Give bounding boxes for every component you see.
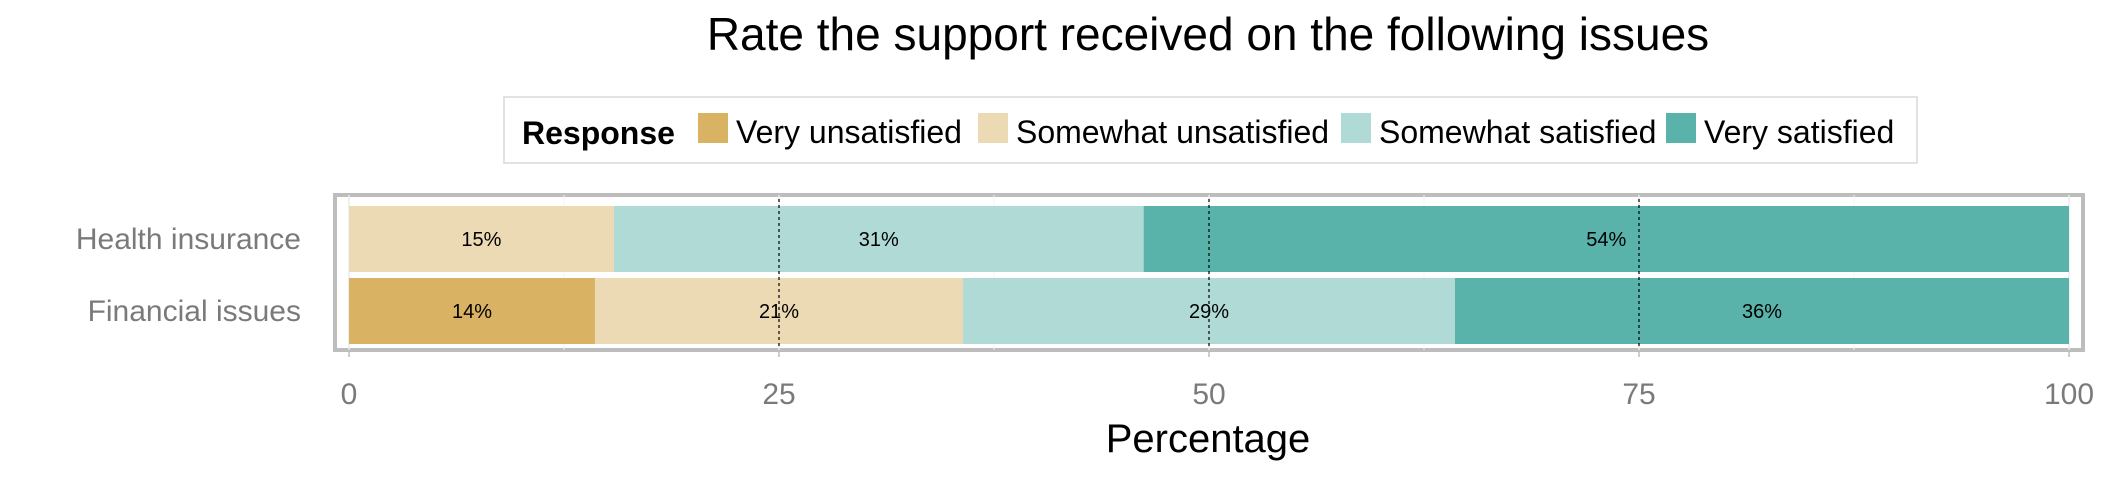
data-label: 14%: [452, 301, 492, 323]
x-tick-label: 25: [762, 378, 795, 411]
x-axis-title: Percentage: [1106, 417, 1311, 461]
legend-swatch: [1666, 113, 1696, 143]
plot-area: 15% 31% 54% Health insurance 14% 21% 29% 36% Fin…: [76, 193, 2085, 352]
legend-item-label: Somewhat unsatisfied: [1016, 114, 1329, 150]
legend-item-label: Very unsatisfied: [736, 114, 962, 150]
bar-segment: [349, 206, 614, 272]
bar-segment: [1454, 278, 2069, 344]
data-label: 36%: [1742, 301, 1782, 323]
data-label: 54%: [1586, 229, 1626, 251]
data-label: 21%: [759, 301, 799, 323]
category-label: Financial issues: [88, 295, 301, 328]
legend-swatch: [1341, 113, 1371, 143]
chart-title: Rate the support received on the followi…: [707, 8, 1709, 60]
legend-item-label: Somewhat satisfied: [1379, 114, 1656, 150]
x-tick-label: 0: [341, 378, 358, 411]
legend: Response Very unsatisfied Somewhat unsati…: [503, 96, 1918, 164]
legend-title: Response: [522, 115, 675, 151]
legend-swatch: [698, 113, 728, 143]
data-label: 31%: [859, 229, 899, 251]
legend-item-label: Very satisfied: [1704, 114, 1894, 150]
x-tick-label: 75: [1622, 378, 1655, 411]
bar-segment: [349, 278, 595, 344]
legend-swatch: [978, 113, 1008, 143]
data-label: 15%: [461, 229, 501, 251]
x-axis: 0 25 50 75 100: [341, 351, 2094, 411]
x-tick-label: 50: [1192, 378, 1225, 411]
bar-segment: [613, 206, 1144, 272]
category-label: Health insurance: [76, 223, 301, 256]
data-label: 29%: [1189, 301, 1229, 323]
x-tick-label: 100: [2044, 378, 2094, 411]
bar-segment: [1143, 206, 2069, 272]
